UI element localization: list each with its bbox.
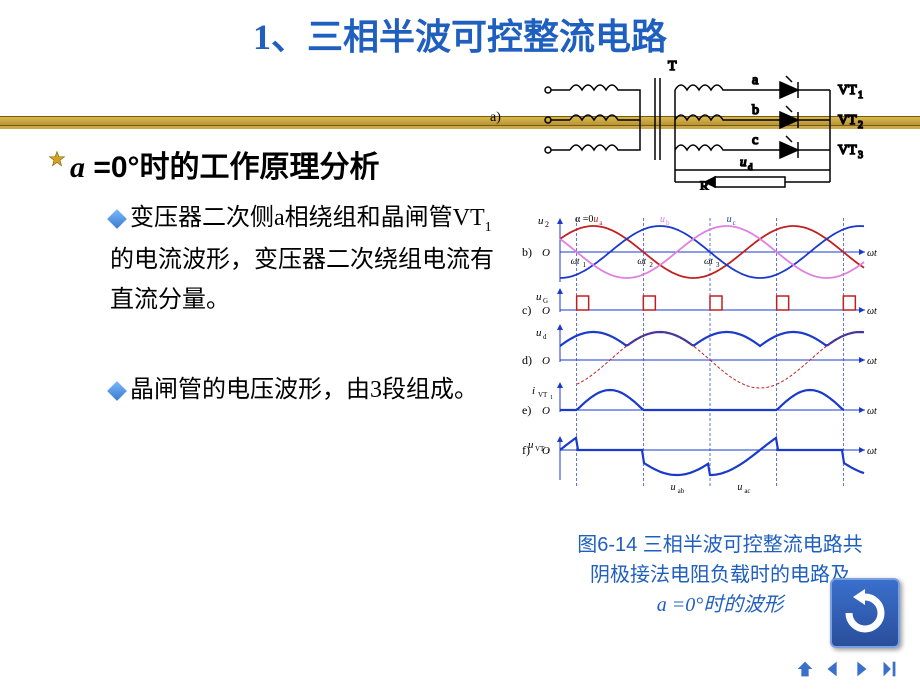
svg-text:c: c: [733, 219, 736, 227]
bullet-2-text: 晶闸管的电压波形，由3段组成。: [130, 377, 478, 403]
svg-text:c: c: [752, 133, 758, 148]
svg-text:a: a: [752, 73, 759, 88]
svg-text:ωt: ωt: [867, 306, 877, 317]
svg-text:3: 3: [716, 261, 720, 269]
svg-text:u: u: [660, 214, 665, 225]
svg-text:1: 1: [583, 261, 587, 269]
star-bullet-icon: [48, 150, 66, 168]
caption-line-3: a =0°时的波形: [657, 594, 784, 616]
svg-text:O: O: [542, 405, 550, 417]
svg-text:1: 1: [550, 395, 553, 401]
svg-text:1: 1: [858, 90, 863, 101]
reset-button[interactable]: [830, 578, 900, 648]
svg-text:b): b): [522, 245, 532, 259]
svg-text:2: 2: [858, 120, 863, 131]
svg-text:d: d: [543, 333, 547, 341]
svg-text:ωt: ωt: [867, 446, 877, 457]
svg-text:O: O: [542, 355, 550, 367]
caption-line-2: 阴极接法电阻负载时的电路及: [590, 564, 850, 586]
bullet-1: 变压器二次侧a相绕组和晶闸管VT1 的电流波形，变压器二次绕组电流有直流分量。: [110, 198, 500, 321]
svg-text:i: i: [532, 385, 535, 397]
nav-next-button[interactable]: [850, 658, 872, 680]
svg-text:u: u: [536, 327, 542, 339]
bullet-1-text-a: 变压器二次侧a相绕组和晶闸管VT: [130, 205, 485, 231]
svg-text:VT: VT: [838, 113, 857, 128]
T-label: T: [668, 60, 677, 74]
bullet-2: 晶闸管的电压波形，由3段组成。: [110, 370, 500, 411]
waveform-diagram: Ou2ωtα =0uaubucωt1ωt2ωt3uGOωtudOωtiVT1Oω…: [520, 210, 890, 500]
svg-text:3: 3: [858, 150, 863, 161]
svg-text:u: u: [727, 214, 732, 225]
svg-text:ωt: ωt: [704, 256, 713, 266]
svg-text:R: R: [700, 178, 709, 190]
svg-text:ac: ac: [744, 487, 750, 495]
svg-text:u: u: [740, 154, 747, 169]
nav-prev-button[interactable]: [822, 658, 844, 680]
svg-text:G: G: [543, 297, 548, 305]
svg-text:u: u: [671, 482, 676, 493]
diamond-bullet-icon: [107, 382, 127, 402]
svg-text:a: a: [599, 219, 603, 227]
subheading-text: =0°时的工作原理分析: [85, 151, 380, 184]
svg-text:2: 2: [545, 220, 549, 229]
svg-text:f): f): [522, 443, 530, 457]
svg-text:α =0: α =0: [575, 214, 593, 225]
svg-text:ωt: ωt: [867, 248, 877, 259]
svg-text:b: b: [752, 103, 759, 118]
diamond-bullet-icon: [107, 210, 127, 230]
undo-arrow-icon: [841, 589, 889, 637]
svg-text:2: 2: [649, 261, 653, 269]
svg-text:ωt: ωt: [571, 256, 580, 266]
svg-text:VT: VT: [538, 391, 548, 399]
svg-text:ωt: ωt: [867, 406, 877, 417]
subheading: a =0°时的工作原理分析: [70, 142, 470, 186]
svg-text:O: O: [542, 247, 550, 259]
bullet-1-sub: 1: [485, 220, 492, 235]
svg-text:O: O: [542, 305, 550, 317]
nav-home-button[interactable]: [794, 658, 816, 680]
svg-text:VT: VT: [838, 143, 857, 158]
svg-text:ωt: ωt: [867, 356, 877, 367]
svg-text:VT: VT: [838, 83, 857, 98]
svg-text:d): d): [522, 353, 532, 367]
panel-a-label: a): [490, 110, 501, 126]
svg-text:ωt: ωt: [637, 256, 646, 266]
svg-text:d: d: [748, 162, 753, 172]
svg-text:u: u: [737, 482, 742, 493]
svg-text:u: u: [593, 214, 598, 225]
alpha-char: a: [70, 151, 85, 184]
bullet-1-text-b: 的电流波形，变压器二次绕组电流有直流分量。: [110, 247, 494, 314]
nav-buttons: [794, 658, 900, 680]
caption-line-1: 图6-14 三相半波可控整流电路共: [577, 534, 863, 556]
svg-text:e): e): [522, 403, 531, 417]
nav-last-button[interactable]: [878, 658, 900, 680]
circuit-diagram: T a b c: [540, 60, 890, 190]
slide-title: 1、三相半波可控整流电路: [0, 8, 920, 60]
svg-text:O: O: [542, 445, 550, 457]
svg-text:b: b: [666, 219, 670, 227]
svg-text:ab: ab: [678, 487, 685, 495]
svg-text:u: u: [538, 215, 544, 227]
svg-text:c): c): [522, 303, 531, 317]
svg-text:u: u: [536, 291, 542, 303]
